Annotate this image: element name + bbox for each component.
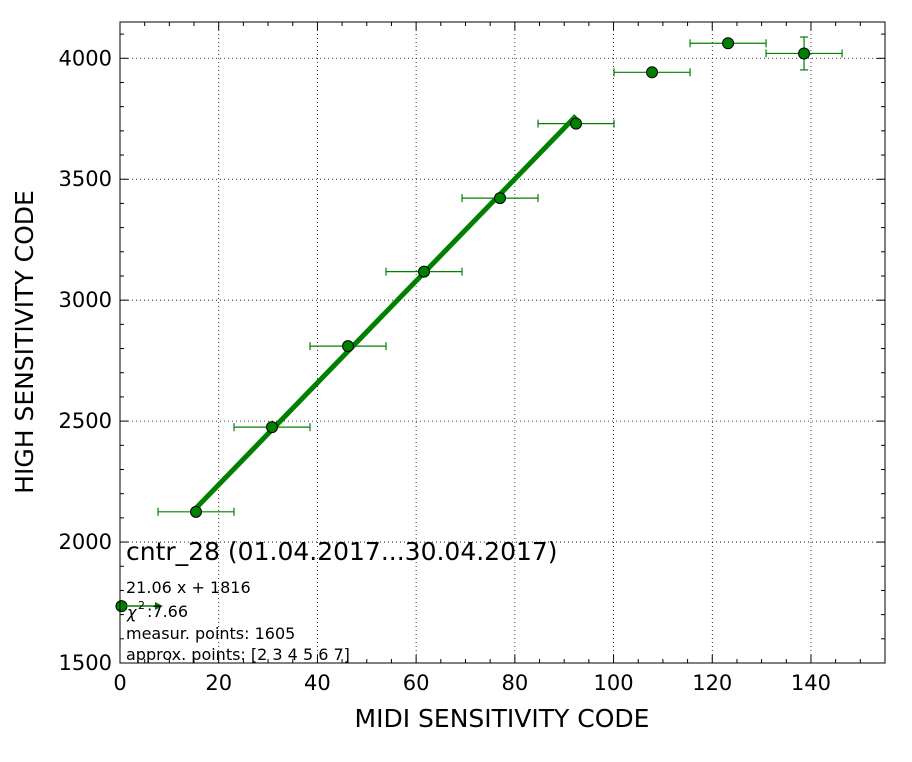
major-ticks [119,22,885,664]
y-tick-label: 2000 [59,530,112,554]
x-tick-label: 80 [501,671,528,695]
y-tick-label: 3000 [59,288,112,312]
x-tick-label: 100 [594,671,634,695]
y-axis-title: HIGH SENSITIVITY CODE [10,190,39,494]
fit-line-group [194,114,578,510]
data-point [418,265,431,278]
data-point [342,340,355,353]
data-point [266,421,279,434]
x-tick-label: 40 [304,671,331,695]
chart-title: cntr_28 (01.04.2017...30.04.2017) [126,537,558,566]
data-point [722,37,735,50]
fit-equation: 21.06 x + 1816 [126,578,251,597]
data-point [494,192,507,205]
x-tick-label: 20 [205,671,232,695]
approx-points: approx. points: [2 3 4 5 6 7] [126,645,350,664]
x-tick-labels: 0 20 40 60 80 100 120 140 [113,671,831,695]
data-point [190,505,203,518]
chi-arrow-head [155,602,163,610]
x-tick-label: 140 [791,671,831,695]
x-tick-label: 120 [692,671,732,695]
y-tick-label: 2500 [59,409,112,433]
y-tick-label: 4000 [59,46,112,70]
data-point [570,117,583,130]
minor-ticks [120,22,886,663]
chi-square-annotation: χ 2 :7.66 [126,599,188,622]
plot-frame [119,21,886,664]
measured-points: measur. points: 1605 [126,624,295,643]
data-point [798,47,811,60]
data-points [115,37,811,613]
chi-power: 2 [138,599,145,612]
fit-line [194,114,578,510]
chi-symbol: χ [126,603,137,622]
chi-value: :7.66 [147,602,188,621]
data-point [646,66,659,79]
x-tick-label: 60 [403,671,430,695]
y-tick-label: 3500 [59,167,112,191]
error-bars [157,36,843,516]
y-tick-labels: 1500 2000 2500 3000 3500 4000 [59,46,112,675]
y-tick-label: 1500 [59,651,112,675]
x-tick-label: 0 [113,671,126,695]
x-axis-title: MIDI SENSITIVITY CODE [355,704,650,733]
data-point [115,600,128,613]
